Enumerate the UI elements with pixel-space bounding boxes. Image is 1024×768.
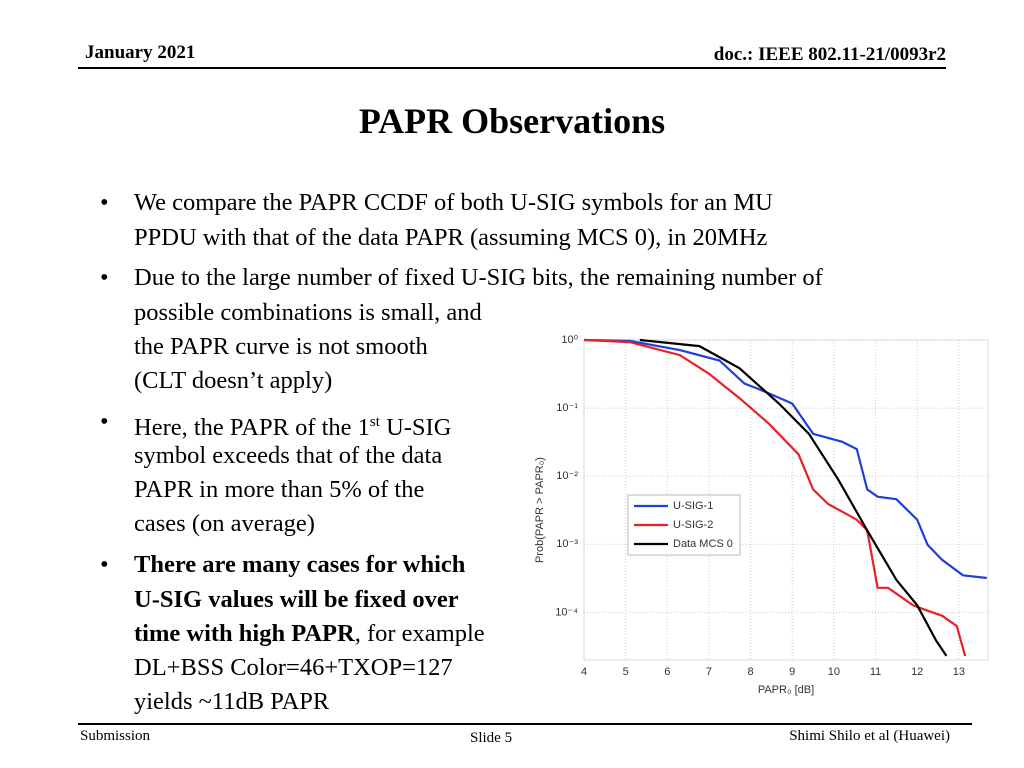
x-axis-label: PAPR₀ [dB] xyxy=(758,684,814,696)
series-line xyxy=(583,338,967,657)
legend-label: U-SIG-2 xyxy=(673,519,713,531)
bullet-line: symbol exceeds that of the data xyxy=(134,442,443,469)
bullet-dot: • xyxy=(100,189,109,216)
superscript: st xyxy=(369,414,380,430)
bullet-line: PAPR in more than 5% of the xyxy=(134,476,425,503)
y-tick-label: 10⁻² xyxy=(556,470,578,482)
x-tick-label: 11 xyxy=(870,666,881,678)
header-doc: doc.: IEEE 802.11-21/0093r2 xyxy=(713,44,946,65)
y-tick-label: 10⁻³ xyxy=(556,538,578,550)
x-tick-label: 7 xyxy=(706,666,712,678)
legend-label: Data MCS 0 xyxy=(673,538,733,550)
series-line xyxy=(583,338,987,580)
bullet-line: cases (on average) xyxy=(134,510,315,537)
bullet-line: (CLT doesn’t apply) xyxy=(134,367,333,394)
y-axis-label: Prob(PAPR > PAPR₀) xyxy=(534,457,546,563)
bullet-line: PPDU with that of the data PAPR (assumin… xyxy=(134,224,768,251)
text: U-SIG xyxy=(379,414,452,442)
text: time with high PAPR xyxy=(134,620,355,647)
x-tick-label: 8 xyxy=(748,666,754,678)
x-tick-label: 12 xyxy=(911,666,923,678)
bullet-dot: • xyxy=(100,264,109,291)
y-tick-label: 10⁻¹ xyxy=(556,402,578,414)
x-tick-label: 6 xyxy=(664,666,670,678)
x-tick-label: 13 xyxy=(953,666,965,678)
header-rule xyxy=(78,67,946,69)
bullet-line: the PAPR curve is not smooth xyxy=(134,333,428,360)
header-date: January 2021 xyxy=(85,42,196,63)
text: Here, the PAPR of the 1 xyxy=(134,414,370,442)
x-tick-label: 10 xyxy=(828,666,840,678)
y-tick-label: 10⁻⁴ xyxy=(555,606,578,618)
x-tick-label: 4 xyxy=(581,666,587,678)
bullet-line: U-SIG values will be fixed over xyxy=(134,586,459,613)
legend-label: U-SIG-1 xyxy=(673,500,713,512)
bullet-line: We compare the PAPR CCDF of both U-SIG s… xyxy=(134,189,773,216)
slide-title: PAPR Observations xyxy=(358,101,666,141)
text: , for example xyxy=(354,620,485,647)
bullet-dot: • xyxy=(100,551,109,578)
bullet-line: time with high PAPR, for example xyxy=(134,619,485,649)
bullet-line: Here, the PAPR of the 1st U-SIG xyxy=(134,407,451,443)
footer-center: Slide 5 xyxy=(470,730,513,746)
bullet-line: There are many cases for which xyxy=(134,551,466,578)
footer-right: Shimi Shilo et al (Huawei) xyxy=(789,728,950,744)
x-tick-label: 5 xyxy=(623,666,629,678)
footer-left: Submission xyxy=(80,728,151,744)
bullet-line: DL+BSS Color=46+TXOP=127 xyxy=(134,654,453,681)
series-line xyxy=(639,338,948,657)
bullet-line: yields ~11dB PAPR xyxy=(134,688,330,715)
bullet-line: possible combinations is small, and xyxy=(134,299,482,326)
footer-rule xyxy=(78,723,972,725)
x-tick-label: 9 xyxy=(789,666,795,678)
bullet-line: Due to the large number of fixed U-SIG b… xyxy=(134,264,823,291)
y-tick-label: 10⁰ xyxy=(561,334,578,346)
bullet-dot: • xyxy=(100,408,109,435)
